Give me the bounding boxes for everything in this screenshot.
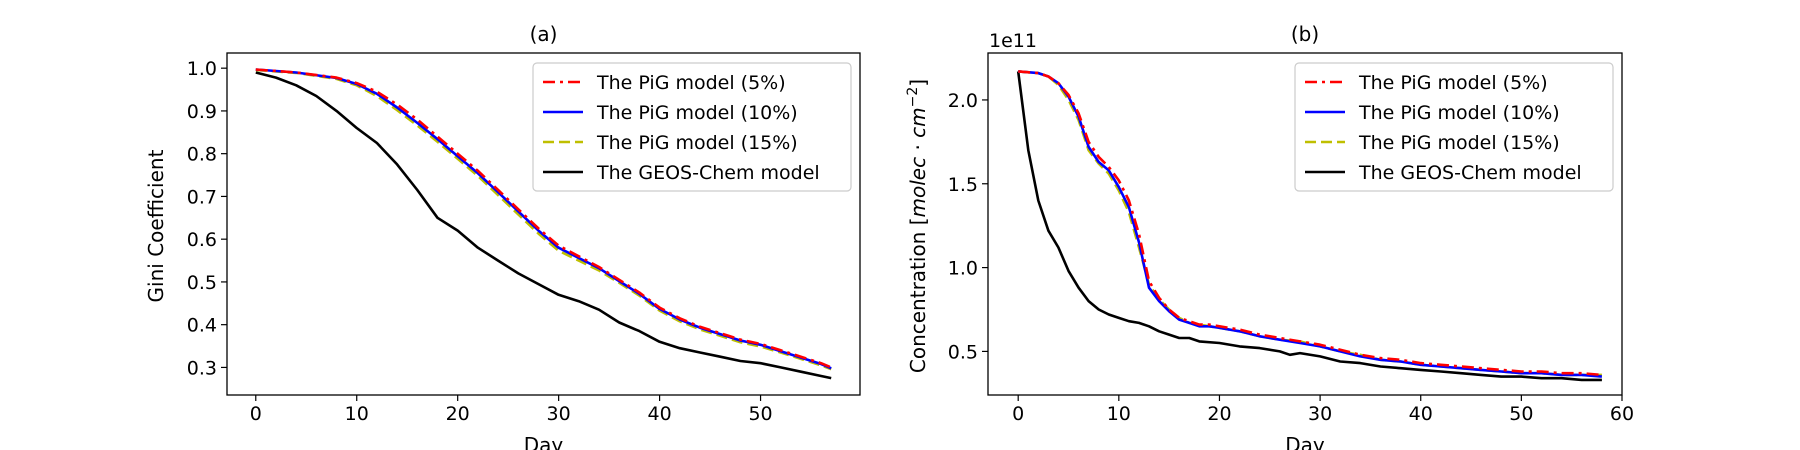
x-axis-label: Day bbox=[1285, 433, 1325, 450]
x-tick-label: 50 bbox=[1509, 403, 1533, 425]
y-tick-label: 1.0 bbox=[948, 258, 978, 280]
y-tick-label: 0.7 bbox=[187, 186, 217, 208]
x-axis-label: Day bbox=[524, 433, 564, 450]
series-line bbox=[255, 71, 832, 380]
series-line bbox=[255, 68, 832, 371]
legend-label: The PiG model (15%) bbox=[596, 132, 798, 154]
legend: The PiG model (5%) The PiG model (10%) The… bbox=[532, 62, 852, 192]
y-tick-label: 0.3 bbox=[187, 357, 217, 379]
y-tick-label: 1.5 bbox=[948, 174, 978, 196]
legend-box bbox=[1294, 62, 1614, 192]
y-tick-label: 2.0 bbox=[948, 90, 978, 112]
chart-title: (a) bbox=[530, 22, 558, 46]
series-line bbox=[1016, 71, 1602, 382]
y-tick-label: 0.5 bbox=[187, 272, 217, 294]
legend-label: The PiG model (10%) bbox=[1358, 102, 1560, 124]
x-tick-label: 30 bbox=[1308, 403, 1332, 425]
y-tick-label: 0.6 bbox=[187, 229, 217, 251]
x-tick-label: 0 bbox=[1012, 403, 1024, 425]
series-lines bbox=[1016, 70, 1603, 382]
legend-label: The GEOS-Chem model bbox=[1358, 162, 1582, 184]
legend-label: The PiG model (10%) bbox=[596, 102, 798, 124]
chart-panel-a: (a) Gini Coefficient Day 0 10 20 30 40 500.30… bbox=[144, 22, 861, 450]
legend-box bbox=[532, 62, 852, 192]
x-tick-label: 60 bbox=[1610, 403, 1634, 425]
axis-ticks: 0 10 20 30 40 50 60 0.5 1.0 1.5 2.0 bbox=[948, 90, 1634, 425]
legend-label: The GEOS-Chem model bbox=[596, 162, 820, 184]
axis-ticks: 0 10 20 30 40 50 0.3 0.4 0.5 0.6 0.7 0.8 0.9 1.0 bbox=[187, 58, 773, 425]
x-tick-label: 20 bbox=[1207, 403, 1231, 425]
x-tick-label: 30 bbox=[547, 403, 571, 425]
chart-title: (b) bbox=[1291, 22, 1319, 46]
y-tick-label: 0.9 bbox=[187, 101, 217, 123]
series-lines bbox=[255, 68, 832, 380]
chart-panel-b: (b) 1e11 Concentration [molec · cm−2] Da… bbox=[905, 22, 1634, 450]
legend-label: The PiG model (5%) bbox=[1358, 72, 1548, 94]
legend: The PiG model (5%) The PiG model (10%) The… bbox=[1294, 62, 1614, 192]
y-tick-label: 1.0 bbox=[187, 58, 217, 80]
x-tick-label: 0 bbox=[250, 403, 262, 425]
x-tick-label: 10 bbox=[1107, 403, 1131, 425]
plot-frame bbox=[226, 52, 861, 396]
x-tick-label: 20 bbox=[446, 403, 470, 425]
y-tick-label: 0.4 bbox=[187, 315, 217, 337]
x-tick-label: 40 bbox=[1409, 403, 1433, 425]
x-tick-label: 50 bbox=[748, 403, 772, 425]
y-tick-label: 0.8 bbox=[187, 144, 217, 166]
series-line bbox=[255, 68, 832, 369]
y-axis-label: Concentration [molec · cm−2] bbox=[905, 79, 930, 373]
plot-frame bbox=[987, 52, 1623, 396]
legend-label: The PiG model (15%) bbox=[1358, 132, 1560, 154]
legend-label: The PiG model (5%) bbox=[596, 72, 786, 94]
x-tick-label: 10 bbox=[345, 403, 369, 425]
series-line bbox=[1018, 70, 1603, 377]
y-tick-label: 0.5 bbox=[948, 341, 978, 363]
x-tick-label: 40 bbox=[648, 403, 672, 425]
series-line bbox=[1018, 70, 1603, 378]
y-axis-label: Gini Coefficient bbox=[144, 149, 168, 302]
offset-label: 1e11 bbox=[989, 30, 1037, 52]
